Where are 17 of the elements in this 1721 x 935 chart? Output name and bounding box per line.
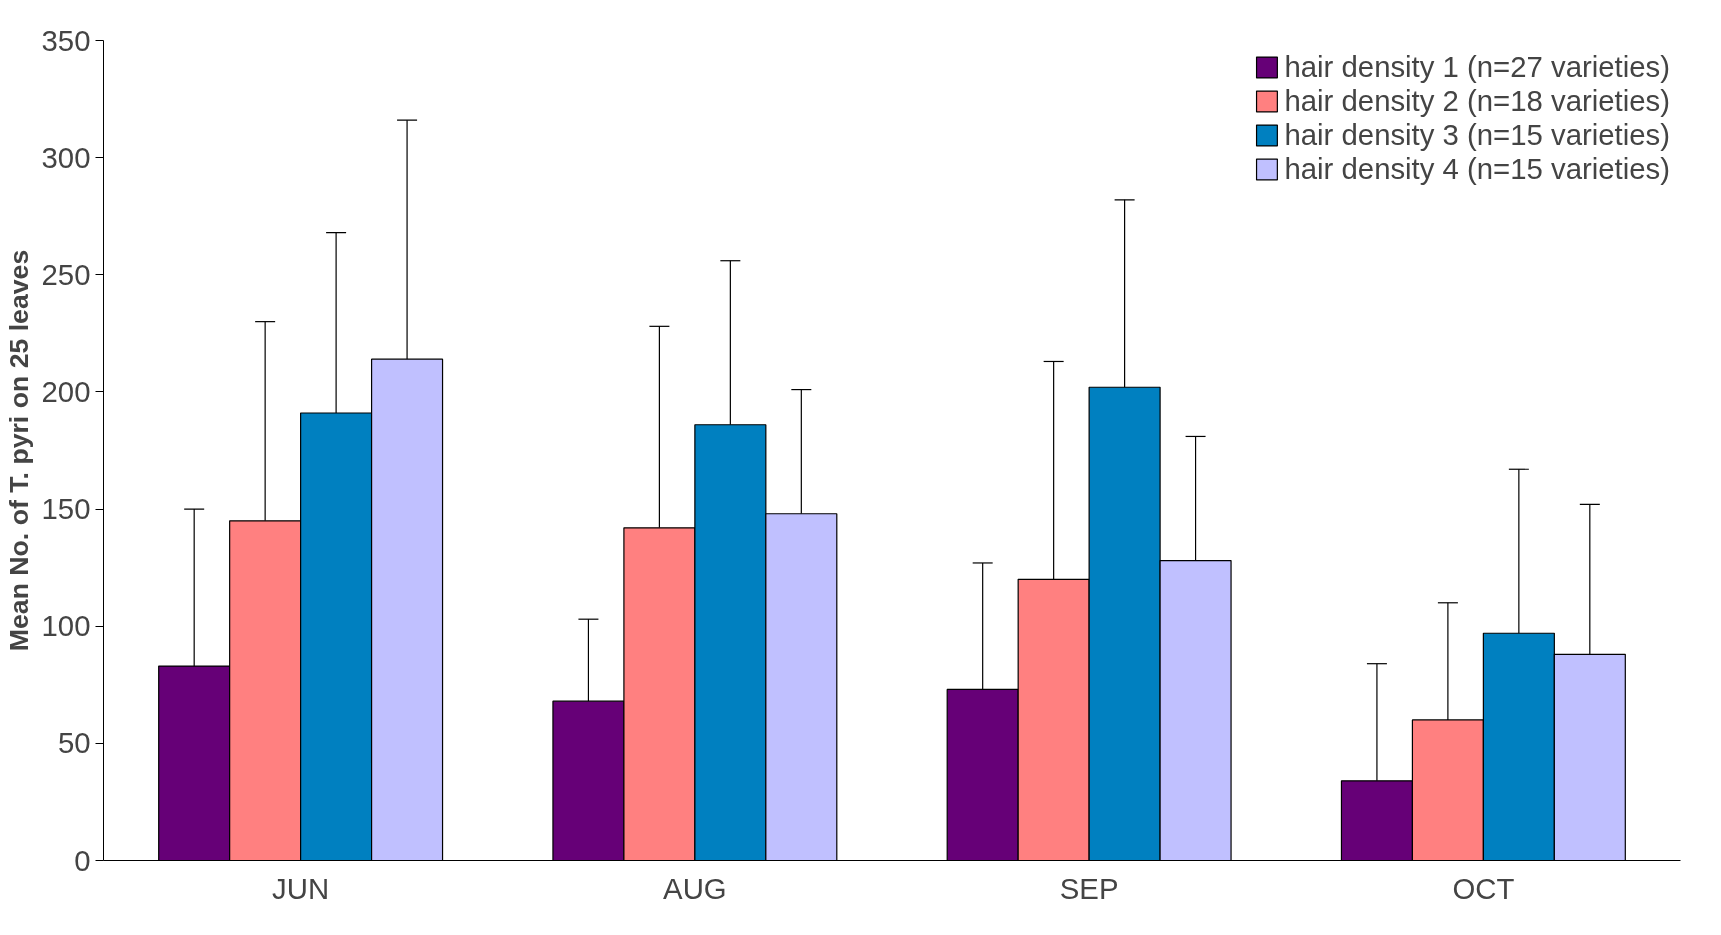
y-tick-label: 200 [41, 374, 91, 408]
x-tick-label: SEP [1059, 871, 1119, 905]
legend-label: hair density 1 (n=27 varieties) [1284, 50, 1670, 84]
y-tick-label: 250 [41, 257, 91, 291]
legend-label: hair density 4 (n=15 varieties) [1284, 152, 1670, 186]
y-axis-title: Mean No. of T. pyri on 25 leaves [3, 249, 34, 652]
y-tick-label: 0 [74, 843, 91, 877]
y-tick-label: 150 [41, 492, 91, 526]
legend-label: hair density 3 (n=15 varieties) [1284, 118, 1670, 152]
y-tick-label: 100 [41, 609, 91, 643]
y-tick-label: 50 [57, 726, 91, 760]
x-tick-label: JUN [272, 871, 330, 905]
y-tick-label: 350 [41, 23, 91, 57]
x-tick-label: OCT [1452, 871, 1515, 905]
x-tick-label: AUG [663, 871, 727, 905]
legend-label: hair density 2 (n=18 varieties) [1284, 84, 1670, 118]
y-tick-label: 300 [41, 140, 91, 174]
